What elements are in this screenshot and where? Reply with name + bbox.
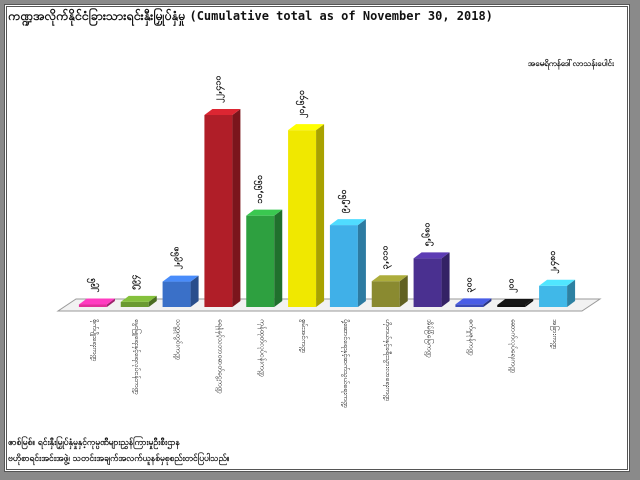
bar bbox=[204, 115, 233, 307]
bar-top bbox=[413, 252, 450, 259]
bar bbox=[371, 281, 400, 307]
source-line-1: ဇာစ်မြစ်။ ရင်းနှီးမြှုပ်နှံမှုနှင့်ကုမ္ပ… bbox=[8, 438, 180, 448]
data-label: ၉,၅၆၀ bbox=[338, 189, 351, 213]
category-label: ရေနံနှင့်သဘာဝဓာတ်ငွေ့ကဏ္ဍ bbox=[215, 319, 224, 393]
bar-side bbox=[399, 275, 408, 307]
data-label: ၂,၉၆၈ bbox=[171, 246, 184, 269]
category-label: ဟိုတယ်နှင့်ခရီးသွားလာရေးကဏ္ဍ bbox=[383, 319, 392, 401]
source-note: ဇာစ်မြစ်။ ရင်းနှီးမြှုပ်နှံမှုနှင့်ကုမ္ပ… bbox=[8, 435, 229, 467]
bar-side bbox=[190, 275, 199, 307]
bar bbox=[413, 258, 442, 307]
category-label: မွေးမြူရေးနှင့်ရေလုပ်ငန်းကဏ္ဍ bbox=[132, 319, 142, 394]
bar bbox=[455, 304, 484, 307]
bar-side bbox=[483, 298, 492, 307]
bar bbox=[246, 215, 275, 307]
category-label: အခြားကဏ္ဍ bbox=[550, 319, 560, 349]
data-label: ၂၀၀ bbox=[506, 278, 518, 293]
data-label: ၅,၆၈၀ bbox=[422, 223, 435, 247]
chart-title: ကဏ္ဍအလိုက်နိုင်ငံခြားသားရင်းနှီးမြှုပ်နှ… bbox=[8, 8, 493, 27]
bar-top bbox=[120, 295, 157, 302]
bar-side bbox=[148, 295, 157, 307]
bar-top bbox=[497, 299, 534, 305]
bar-side bbox=[232, 109, 241, 307]
bar bbox=[120, 301, 149, 307]
bar bbox=[497, 305, 526, 307]
bar-side bbox=[316, 124, 325, 307]
category-label: ကုန်ထုတ်လုပ်ငန်းကဏ္ဍ bbox=[257, 319, 266, 377]
data-label: ၂၂,၄၁၀ bbox=[213, 76, 225, 103]
bar bbox=[539, 285, 568, 307]
bar-side bbox=[441, 252, 450, 307]
category-label: ပို့ဆောင်ရေးနှင့်ဆက်သွယ်ရေးကဏ္ဍ bbox=[341, 319, 350, 408]
bar bbox=[78, 304, 107, 307]
bar-side bbox=[525, 299, 534, 307]
category-label: ဆောက်လုပ်ရေးကဏ္ဍ bbox=[508, 319, 517, 373]
bar-side bbox=[357, 219, 366, 307]
bar-top bbox=[329, 219, 366, 226]
category-label: စိုက်ပျိုးရေးကဏ္ဍ bbox=[90, 319, 99, 361]
bar-top bbox=[78, 298, 115, 305]
bar-side bbox=[567, 279, 576, 307]
unit-label: အမေရိကန်ဒေါ်လာသန်းပေါင်း bbox=[527, 59, 614, 68]
bar-top bbox=[539, 279, 576, 286]
title-text: ကဏ္ဍအလိုက်နိုင်ငံခြားသားရင်းနှီးမြှုပ်နှ… bbox=[8, 8, 186, 23]
bar-top bbox=[455, 298, 492, 305]
bar-side bbox=[106, 298, 115, 307]
category-label: သတ္တုတွင်းကဏ္ဍ bbox=[174, 319, 183, 360]
source-line-2: ဗဟိုစာရင်းအင်းအဖွဲ့၊ သတင်းအချက်အလက်ယူနစ်… bbox=[8, 454, 230, 464]
bar-side bbox=[274, 209, 283, 307]
category-label: စက်မှုဇုန်ကဏ္ဍ bbox=[466, 319, 475, 355]
data-label: ၃,၀၁၀ bbox=[381, 246, 393, 270]
bar-top bbox=[204, 109, 241, 115]
bar bbox=[162, 281, 191, 307]
bar-top bbox=[246, 209, 283, 216]
data-label: ၃၀၀ bbox=[464, 277, 476, 292]
category-label: အိမ်ခြံမြေကဏ္ဍ bbox=[425, 319, 435, 358]
data-label: ၂,၄၈၀ bbox=[548, 251, 560, 274]
bar bbox=[288, 130, 317, 307]
bar-top bbox=[288, 124, 325, 131]
bar-top bbox=[162, 275, 199, 282]
bar-top bbox=[371, 275, 408, 282]
bar bbox=[329, 225, 358, 307]
data-label: ၂၀,၆၄၀ bbox=[296, 90, 309, 118]
data-label: ၁၀,၆၆၀ bbox=[254, 175, 265, 204]
data-label: ၂၉၆ bbox=[87, 278, 100, 293]
data-label: ၅၉၄ bbox=[130, 275, 142, 290]
category-label: စွမ်းအင်ကဏ္ဍ bbox=[299, 319, 308, 353]
subtitle-text: (Cumulative total as of November 30, 201… bbox=[189, 9, 493, 23]
